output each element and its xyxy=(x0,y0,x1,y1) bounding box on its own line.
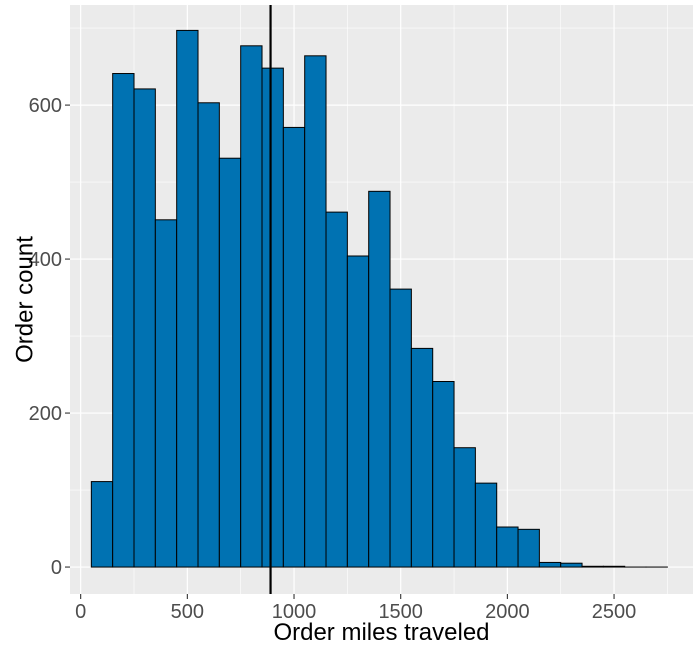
histogram-bar xyxy=(432,380,455,568)
histogram-bar xyxy=(240,45,263,568)
x-tick-label: 0 xyxy=(75,601,86,623)
x-axis-title: Order miles traveled xyxy=(273,619,489,646)
x-tick-label: 1000 xyxy=(272,601,317,623)
histogram-bar xyxy=(197,102,220,568)
y-tick-label: 600 xyxy=(29,95,62,117)
y-tick-label: 400 xyxy=(29,249,62,271)
x-tick-label: 2000 xyxy=(485,601,530,623)
histogram-bar xyxy=(346,255,370,568)
histogram-bar xyxy=(112,73,135,568)
histogram-bar xyxy=(154,219,178,568)
histogram-bar xyxy=(282,126,306,568)
histogram-bar xyxy=(368,190,391,568)
histogram-bar xyxy=(325,211,348,568)
histogram-bar xyxy=(90,481,114,568)
y-axis-title: Order count xyxy=(11,236,38,363)
histogram-bar xyxy=(602,565,626,568)
histogram-bars xyxy=(90,29,668,568)
histogram-bar xyxy=(496,526,519,568)
histogram-bar xyxy=(176,29,199,568)
y-tick-label: 200 xyxy=(29,403,62,425)
histogram-bar xyxy=(389,288,412,568)
histogram-bar xyxy=(581,565,604,568)
histogram-bar xyxy=(261,67,284,568)
histogram-bar xyxy=(218,157,242,568)
y-tick-label: 0 xyxy=(51,557,62,579)
histogram-bar xyxy=(304,55,327,568)
histogram-bar xyxy=(133,88,156,568)
x-tick-label: 1500 xyxy=(378,601,423,623)
x-axis-ticks: 0 500 1000 1500 2000 2500 xyxy=(75,594,636,623)
histogram-bar xyxy=(538,561,562,568)
histogram-bar xyxy=(453,447,476,568)
y-axis-ticks: 0 200 400 600 xyxy=(29,95,70,579)
x-tick-label: 500 xyxy=(171,601,204,623)
histogram-bar xyxy=(410,347,434,568)
x-tick-label: 2500 xyxy=(592,601,637,623)
histogram-bar xyxy=(560,562,583,568)
histogram-bar xyxy=(474,482,498,568)
histogram-bar xyxy=(517,528,540,568)
